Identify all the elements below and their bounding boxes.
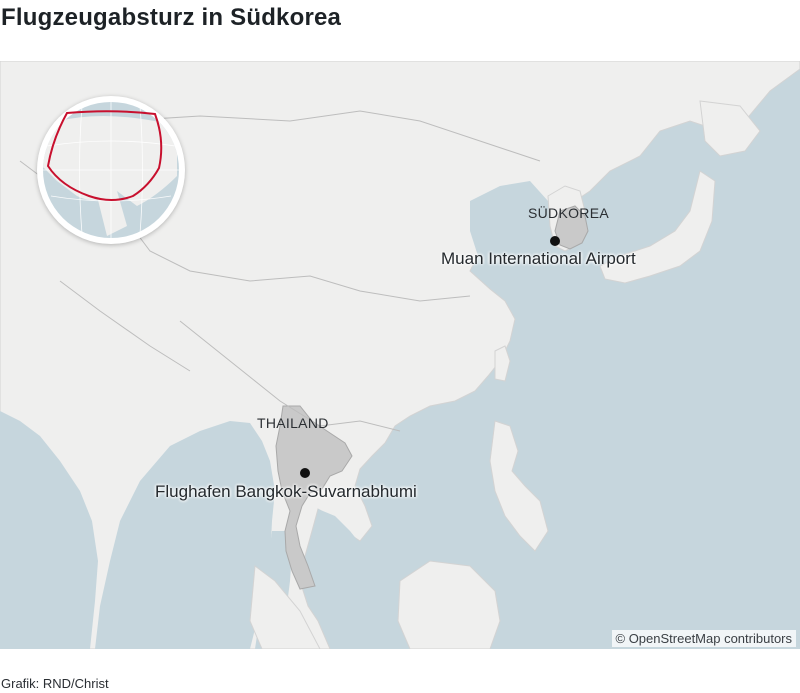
land-borneo: [397, 560, 501, 649]
land-south-korea: [554, 205, 589, 250]
land-japan: [599, 100, 761, 284]
label-muan-airport: Muan International Airport: [441, 249, 636, 268]
globe-graphic: [43, 102, 179, 238]
land-taiwan: [494, 345, 511, 382]
label-bangkok-airport: Flughafen Bangkok-Suvarnabhumi: [155, 482, 417, 501]
page-title: Flugzeugabsturz in Südkorea: [1, 4, 342, 31]
label-thailand: THAILAND: [257, 415, 329, 431]
map-base: [0, 61, 800, 649]
locator-globe: [37, 96, 185, 244]
graphic-credit: Grafik: RND/Christ: [1, 676, 109, 691]
water-bay-of-bengal: [95, 421, 275, 649]
land-malay-sumatra: [249, 565, 321, 649]
map[interactable]: SÜDKOREA Muan International Airport THAI…: [0, 61, 800, 649]
map-attribution[interactable]: © OpenStreetMap contributors: [611, 630, 796, 647]
water-gulf-thailand: [315, 509, 372, 586]
land-philippines: [489, 420, 549, 552]
country-borders: [19, 110, 541, 432]
marker-bangkok[interactable]: [300, 468, 310, 478]
globe-frame: [46, 110, 163, 201]
label-south-korea: SÜDKOREA: [528, 205, 609, 221]
land-thailand: [275, 405, 353, 590]
water-arabian-sea: [0, 411, 98, 649]
water-yellow-sea: [470, 181, 550, 286]
marker-muan[interactable]: [550, 236, 560, 246]
